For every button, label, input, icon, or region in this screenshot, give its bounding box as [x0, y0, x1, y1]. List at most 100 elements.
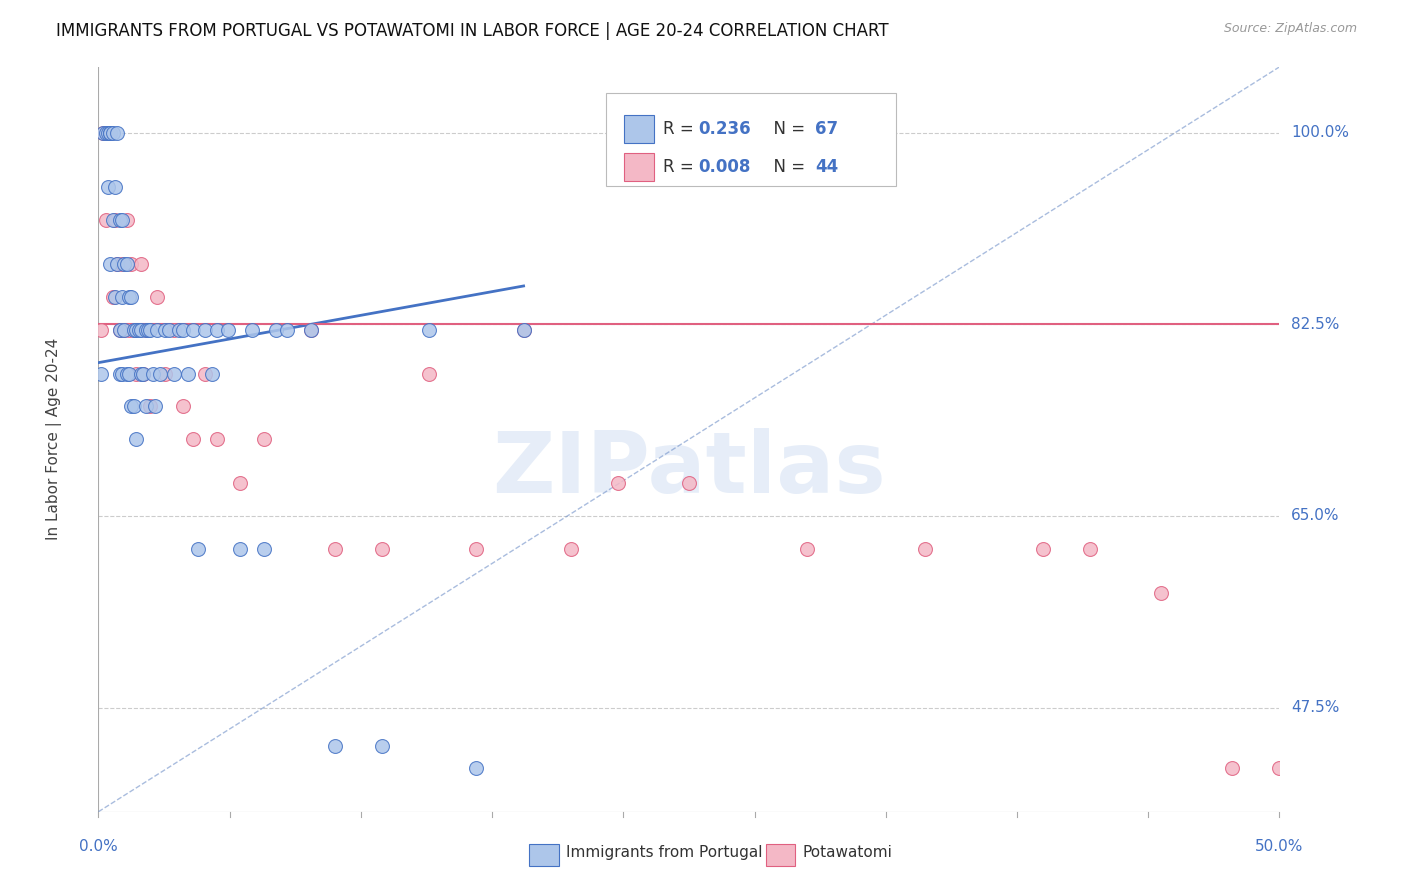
Point	[111, 290, 134, 304]
Text: 0.236: 0.236	[699, 120, 751, 138]
Bar	[530, 844, 560, 866]
Text: Source: ZipAtlas.com: Source: ZipAtlas.com	[1223, 22, 1357, 36]
FancyBboxPatch shape	[606, 93, 896, 186]
Point	[139, 400, 162, 414]
Point	[135, 323, 157, 337]
Bar	[766, 844, 796, 866]
Point	[205, 433, 228, 447]
Point	[512, 323, 534, 337]
Point	[172, 323, 194, 337]
Point	[111, 257, 134, 271]
Point	[125, 323, 148, 337]
Point	[98, 126, 121, 140]
Point	[101, 290, 124, 304]
Point	[105, 257, 128, 271]
Text: ZIPatlas: ZIPatlas	[492, 427, 886, 510]
Text: 0.008: 0.008	[699, 158, 751, 176]
Text: R =: R =	[664, 120, 699, 138]
Text: 100.0%: 100.0%	[1291, 125, 1350, 140]
Text: Potawatomi: Potawatomi	[803, 846, 893, 860]
Point	[229, 476, 252, 491]
Text: 44: 44	[815, 158, 838, 176]
Point	[118, 367, 141, 381]
Point	[97, 126, 120, 140]
Point	[1150, 585, 1173, 599]
Point	[146, 290, 169, 304]
Point	[194, 323, 217, 337]
Point	[135, 323, 157, 337]
Point	[108, 213, 131, 227]
Point	[163, 367, 186, 381]
Point	[98, 126, 121, 140]
Point	[118, 323, 141, 337]
Point	[465, 761, 488, 775]
Point	[129, 257, 152, 271]
Point	[121, 400, 143, 414]
Text: N =: N =	[763, 120, 811, 138]
Point	[512, 323, 534, 337]
Point	[108, 367, 131, 381]
Text: 0.0%: 0.0%	[79, 839, 118, 855]
Text: Immigrants from Portugal: Immigrants from Portugal	[567, 846, 762, 860]
Point	[94, 126, 117, 140]
Point	[418, 323, 440, 337]
Point	[607, 476, 630, 491]
Text: 47.5%: 47.5%	[1291, 700, 1340, 715]
Point	[157, 323, 180, 337]
Point	[132, 367, 155, 381]
Point	[125, 433, 148, 447]
Point	[104, 290, 127, 304]
Point	[121, 257, 143, 271]
Point	[104, 213, 127, 227]
Point	[125, 367, 148, 381]
Point	[108, 323, 131, 337]
Bar	[624, 115, 654, 144]
Point	[135, 400, 157, 414]
Point	[115, 213, 138, 227]
Point	[914, 541, 936, 556]
Point	[201, 367, 224, 381]
Point	[142, 367, 165, 381]
Point	[91, 126, 114, 140]
Point	[112, 323, 135, 337]
Point	[229, 541, 252, 556]
Point	[136, 323, 159, 337]
Point	[253, 541, 276, 556]
Point	[371, 739, 394, 753]
Point	[128, 323, 150, 337]
Point	[94, 213, 117, 227]
Point	[1032, 541, 1054, 556]
Point	[560, 541, 582, 556]
Point	[194, 367, 217, 381]
Point	[143, 400, 166, 414]
Point	[90, 323, 112, 337]
Point	[276, 323, 298, 337]
Text: In Labor Force | Age 20-24: In Labor Force | Age 20-24	[45, 338, 62, 541]
Point	[299, 323, 322, 337]
Point	[172, 400, 194, 414]
Point	[153, 367, 176, 381]
Point	[323, 739, 346, 753]
Point	[98, 126, 121, 140]
Point	[1220, 761, 1243, 775]
Point	[465, 541, 488, 556]
Point	[122, 323, 145, 337]
Text: 67: 67	[815, 120, 838, 138]
Point	[264, 323, 287, 337]
Point	[118, 290, 141, 304]
Text: 82.5%: 82.5%	[1291, 317, 1340, 332]
Point	[418, 367, 440, 381]
Point	[205, 323, 228, 337]
Point	[132, 367, 155, 381]
Point	[112, 257, 135, 271]
Point	[149, 367, 172, 381]
Point	[122, 323, 145, 337]
Text: N =: N =	[763, 158, 811, 176]
Bar	[624, 153, 654, 181]
Point	[105, 257, 128, 271]
Point	[90, 367, 112, 381]
Point	[153, 323, 176, 337]
Point	[167, 323, 190, 337]
Point	[217, 323, 239, 337]
Text: IMMIGRANTS FROM PORTUGAL VS POTAWATOMI IN LABOR FORCE | AGE 20-24 CORRELATION CH: IMMIGRANTS FROM PORTUGAL VS POTAWATOMI I…	[56, 22, 889, 40]
